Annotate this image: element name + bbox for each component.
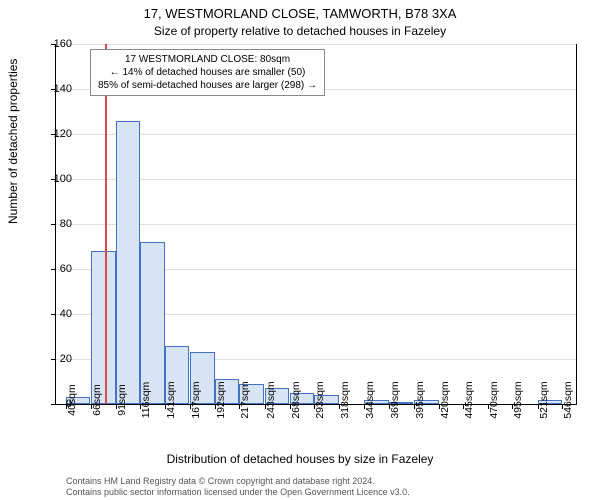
- xtick-label: 192sqm: [215, 381, 227, 418]
- chart-subtitle: Size of property relative to detached ho…: [0, 24, 600, 38]
- histogram-bar: [91, 251, 116, 404]
- footer-line-1: Contains HM Land Registry data © Crown c…: [66, 476, 410, 487]
- xtick-label: 141sqm: [165, 381, 177, 418]
- xtick-label: 116sqm: [140, 382, 152, 419]
- plot-area: 40sqm66sqm91sqm116sqm141sqm167sqm192sqm2…: [55, 44, 577, 405]
- chart-title: 17, WESTMORLAND CLOSE, TAMWORTH, B78 3XA: [0, 6, 600, 21]
- ytick-label: 160: [32, 38, 72, 50]
- ytick-label: 40: [32, 308, 72, 320]
- ytick-label: 140: [32, 83, 72, 95]
- ytick-label: 100: [32, 173, 72, 185]
- xtick-label: 420sqm: [439, 381, 451, 418]
- xtick-label: 445sqm: [463, 381, 475, 418]
- ytick-label: 20: [32, 353, 72, 365]
- xtick-label: 217sqm: [239, 381, 251, 418]
- xtick-label: 167sqm: [190, 381, 202, 418]
- xtick-label: 395sqm: [414, 381, 426, 418]
- annotation-box: 17 WESTMORLAND CLOSE: 80sqm ← 14% of det…: [90, 49, 325, 96]
- xtick-label: 293sqm: [314, 381, 326, 418]
- xtick-label: 318sqm: [339, 381, 351, 418]
- annotation-line-1: 17 WESTMORLAND CLOSE: 80sqm: [98, 53, 317, 66]
- footer-text: Contains HM Land Registry data © Crown c…: [66, 476, 410, 498]
- xtick-label: 470sqm: [488, 381, 500, 418]
- gridline: [56, 44, 576, 45]
- ytick-label: 60: [32, 263, 72, 275]
- xtick-label: 369sqm: [389, 381, 401, 418]
- y-axis-label: Number of detached properties: [6, 59, 20, 224]
- xtick-label: 243sqm: [265, 381, 277, 418]
- histogram-bar: [116, 121, 141, 405]
- x-axis-label: Distribution of detached houses by size …: [0, 452, 600, 466]
- histogram-bar: [140, 242, 165, 404]
- xtick-label: 546sqm: [562, 381, 574, 418]
- footer-line-2: Contains public sector information licen…: [66, 487, 410, 498]
- xtick-label: 495sqm: [512, 381, 524, 418]
- xtick-label: 521sqm: [538, 381, 550, 418]
- annotation-line-2: ← 14% of detached houses are smaller (50…: [98, 66, 317, 79]
- ytick-label: 0: [32, 398, 72, 410]
- ytick-label: 120: [32, 128, 72, 140]
- marker-line: [105, 44, 107, 404]
- xtick-label: 66sqm: [91, 384, 103, 416]
- ytick-label: 80: [32, 218, 72, 230]
- annotation-line-3: 85% of semi-detached houses are larger (…: [98, 79, 317, 92]
- chart-container: 17, WESTMORLAND CLOSE, TAMWORTH, B78 3XA…: [0, 0, 600, 500]
- xtick-label: 268sqm: [290, 381, 302, 418]
- xtick-label: 91sqm: [116, 384, 128, 416]
- xtick-label: 344sqm: [364, 381, 376, 418]
